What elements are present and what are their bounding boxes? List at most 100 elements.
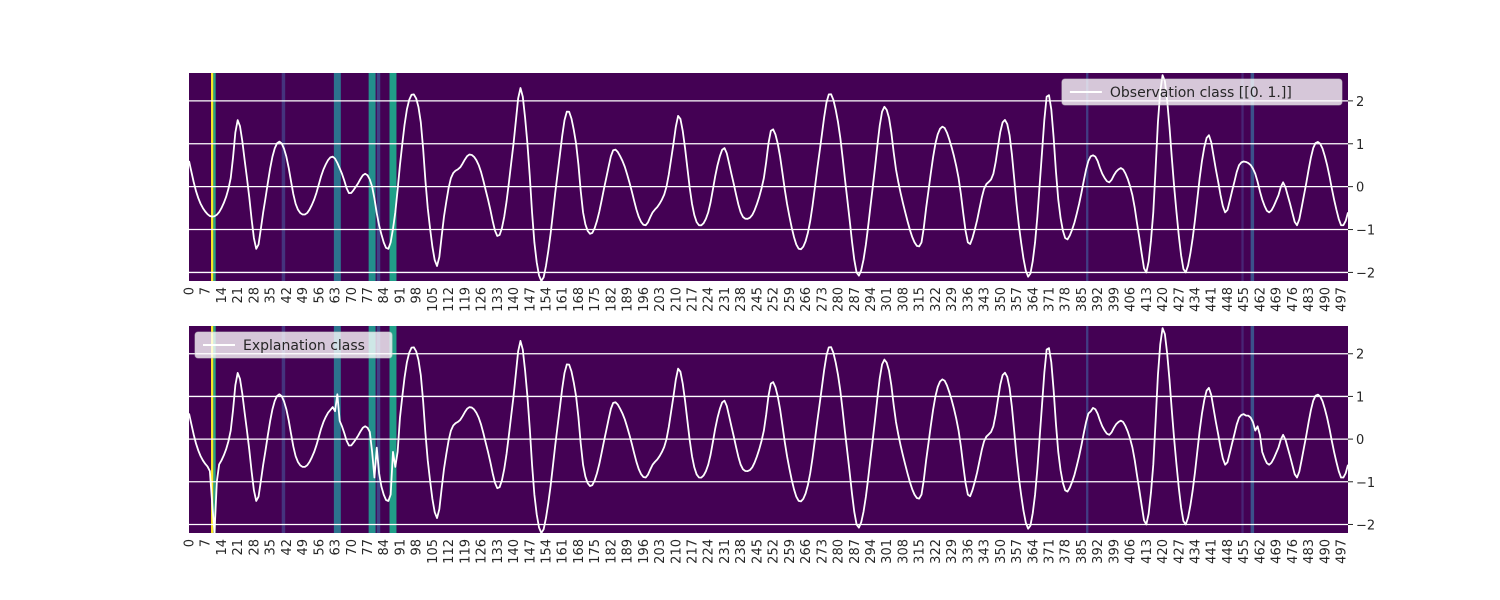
legend-box	[1061, 78, 1343, 106]
xtick-label: 462	[1253, 539, 1268, 564]
xtick-label: 217	[686, 287, 701, 312]
xtick-label: 448	[1221, 539, 1236, 564]
xtick-label: 42	[280, 539, 295, 556]
ytick-label: 0	[1356, 433, 1364, 448]
heatmap-band-2	[281, 326, 286, 533]
xtick-label: 497	[1335, 287, 1350, 312]
xtick-label: 483	[1302, 287, 1317, 312]
xtick-label: 322	[929, 539, 944, 564]
xtick-label: 63	[329, 539, 344, 556]
heatmap-band-0	[211, 326, 214, 533]
xtick-label: 378	[1059, 539, 1074, 564]
legend-label: Observation class [[0. 1.]]	[1110, 85, 1292, 101]
xtick-label: 469	[1270, 287, 1285, 312]
heatmap-band-7	[1086, 73, 1089, 281]
xtick-label: 119	[458, 539, 473, 564]
xtick-label: 238	[734, 287, 749, 312]
xtick-label: 147	[523, 539, 538, 564]
heatmap-band-9	[1250, 73, 1255, 281]
xtick-label: 441	[1205, 539, 1220, 564]
xtick-label: 497	[1335, 539, 1350, 564]
xtick-label: 98	[410, 539, 425, 556]
xtick-label: 231	[718, 287, 733, 312]
xtick-label: 112	[442, 539, 457, 564]
xtick-label: 63	[329, 287, 344, 304]
ytick-label: 1	[1356, 138, 1364, 153]
xtick-label: 301	[880, 539, 895, 564]
heatmap-band-5	[376, 326, 381, 533]
xtick-label: 238	[734, 539, 749, 564]
xtick-label: 154	[539, 287, 554, 312]
xtick-label: 77	[361, 287, 376, 304]
xtick-label: 91	[393, 539, 408, 556]
ytick-label: −2	[1356, 266, 1375, 281]
legend-box	[194, 331, 393, 359]
xtick-label: 7	[199, 539, 214, 547]
xtick-label: 77	[361, 539, 376, 556]
heatmap-band-0	[211, 73, 214, 281]
xtick-label: 133	[491, 287, 506, 312]
xtick-label: 294	[864, 287, 879, 312]
xtick-label: 224	[702, 287, 717, 312]
xtick-label: 392	[1091, 539, 1106, 564]
xtick-label: 84	[377, 287, 392, 304]
xtick-label: 70	[345, 539, 360, 556]
xtick-label: 427	[1172, 539, 1187, 564]
ytick-label: 1	[1356, 390, 1364, 405]
xtick-label: 336	[961, 539, 976, 564]
heatmap-band-6	[389, 326, 397, 533]
xtick-label: 0	[183, 287, 198, 295]
xtick-label: 280	[832, 287, 847, 312]
xtick-label: 0	[183, 539, 198, 547]
xtick-label: 406	[1124, 539, 1139, 564]
xtick-label: 98	[410, 287, 425, 304]
xtick-label: 203	[653, 287, 668, 312]
heatmap-band-4	[368, 326, 376, 533]
xtick-label: 378	[1059, 287, 1074, 312]
xtick-label: 483	[1302, 539, 1317, 564]
xtick-label: 329	[945, 539, 960, 564]
xtick-label: 273	[815, 287, 830, 312]
xtick-label: 385	[1075, 539, 1090, 564]
xtick-label: 14	[215, 539, 230, 556]
xtick-label: 21	[231, 539, 246, 556]
xtick-label: 259	[783, 287, 798, 312]
xtick-label: 280	[832, 539, 847, 564]
xtick-label: 126	[475, 539, 490, 564]
xtick-label: 70	[345, 287, 360, 304]
xtick-label: 413	[1140, 539, 1155, 564]
xtick-label: 133	[491, 539, 506, 564]
xtick-label: 350	[994, 287, 1009, 312]
heatmap-band-8	[1241, 326, 1244, 533]
xtick-label: 420	[1156, 539, 1171, 564]
xtick-label: 231	[718, 539, 733, 564]
heatmap-band-2	[281, 73, 286, 281]
xtick-label: 161	[556, 539, 571, 564]
xtick-label: 42	[280, 287, 295, 304]
xtick-label: 105	[426, 539, 441, 564]
xtick-label: 441	[1205, 287, 1220, 312]
xtick-label: 420	[1156, 287, 1171, 312]
xtick-label: 168	[572, 539, 587, 564]
xtick-label: 287	[848, 287, 863, 312]
xtick-label: 490	[1318, 539, 1333, 564]
xtick-label: 161	[556, 287, 571, 312]
xtick-label: 266	[799, 287, 814, 312]
xtick-label: 329	[945, 287, 960, 312]
xtick-label: 308	[896, 539, 911, 564]
explanation-series-line	[188, 327, 1349, 534]
xtick-label: 7	[199, 287, 214, 295]
xtick-label: 84	[377, 539, 392, 556]
xtick-label: 350	[994, 539, 1009, 564]
xtick-label: 364	[1026, 539, 1041, 564]
xtick-label: 455	[1237, 539, 1252, 564]
xtick-label: 56	[312, 287, 327, 304]
xtick-label: 168	[572, 287, 587, 312]
ytick-label: −2	[1356, 518, 1375, 533]
xtick-label: 175	[588, 287, 603, 312]
xtick-label: 189	[621, 287, 636, 312]
xtick-label: 399	[1107, 539, 1122, 564]
xtick-label: 343	[978, 287, 993, 312]
xtick-label: 392	[1091, 287, 1106, 312]
